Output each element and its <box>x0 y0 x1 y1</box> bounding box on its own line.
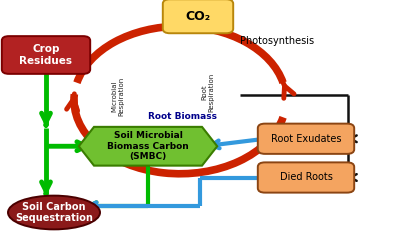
Text: Soil Carbon
Sequestration: Soil Carbon Sequestration <box>15 202 93 223</box>
FancyBboxPatch shape <box>258 162 354 192</box>
Text: CO₂: CO₂ <box>186 10 210 23</box>
Text: Photosynthesis: Photosynthesis <box>240 36 314 46</box>
Text: Root Exudates: Root Exudates <box>271 134 341 144</box>
Text: Died Roots: Died Roots <box>280 172 332 182</box>
FancyBboxPatch shape <box>258 124 354 154</box>
Text: Soil Microbial
Biomass Carbon
(SMBC): Soil Microbial Biomass Carbon (SMBC) <box>107 131 189 161</box>
FancyBboxPatch shape <box>163 0 233 33</box>
Text: Root
Respiration: Root Respiration <box>202 73 214 112</box>
Polygon shape <box>79 127 217 166</box>
Text: Root Biomass: Root Biomass <box>148 112 216 121</box>
Text: Crop
Residues: Crop Residues <box>20 44 72 66</box>
Text: Microbial
Respiration: Microbial Respiration <box>112 76 124 116</box>
FancyBboxPatch shape <box>2 36 90 74</box>
Ellipse shape <box>8 196 100 230</box>
